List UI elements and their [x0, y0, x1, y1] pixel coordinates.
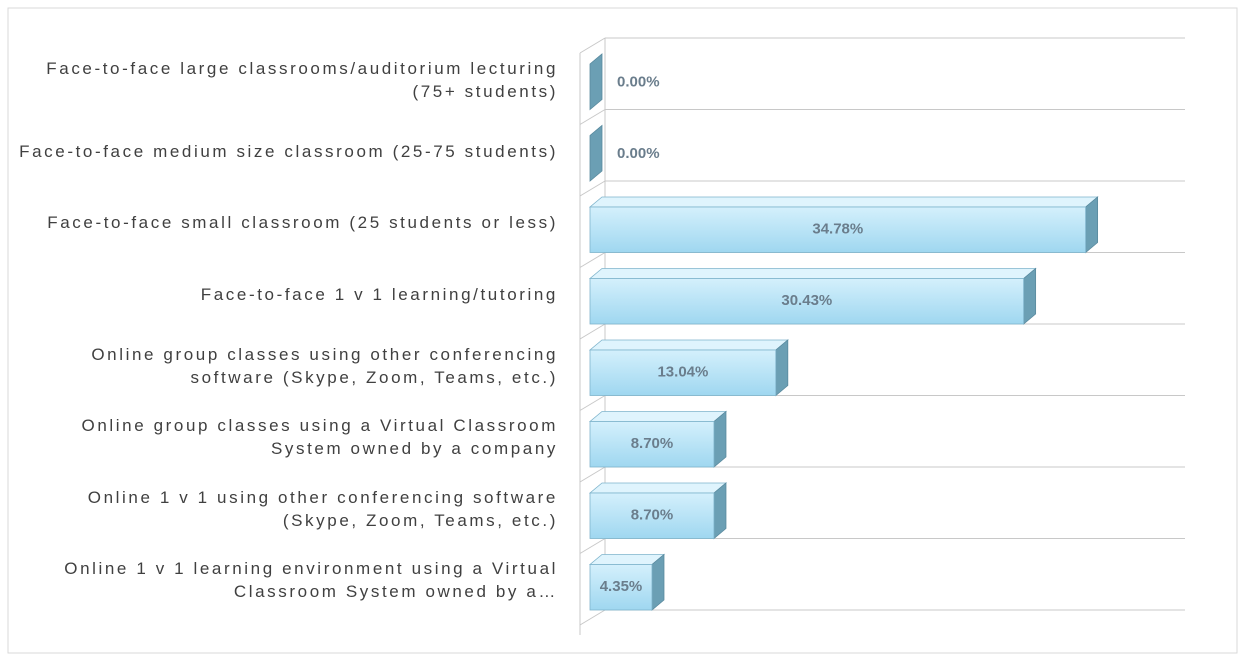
- bar: [589, 53, 603, 111]
- category-label: Online group classes using a Virtual Cla…: [81, 416, 558, 459]
- category-label: Face-to-face medium size classroom (25-7…: [19, 141, 558, 161]
- category-label: Online 1 v 1 using other conferencing so…: [87, 487, 558, 530]
- wall-line: [579, 609, 606, 626]
- bar: [588, 482, 728, 540]
- value-label: 0.00%: [617, 74, 660, 91]
- bar-side: [651, 553, 665, 611]
- bar-top: [588, 411, 728, 422]
- value-label: 8.70%: [631, 435, 674, 452]
- value-label: 34.78%: [812, 221, 863, 238]
- wall-line: [579, 538, 606, 554]
- category-label: Online group classes using other confere…: [91, 344, 558, 387]
- bar-side: [1085, 196, 1099, 254]
- bar-front: [589, 564, 653, 611]
- bar-side: [713, 410, 727, 468]
- bar-front: [589, 278, 1025, 325]
- bar-side: [1023, 267, 1037, 325]
- bar-top: [588, 482, 728, 494]
- bar-side: [713, 482, 727, 540]
- category-label: Face-to-face small classroom (25 student…: [47, 213, 558, 233]
- bar: [588, 267, 1037, 325]
- bar-side: [589, 124, 603, 182]
- category-label: Face-to-face large classrooms/auditorium…: [46, 58, 558, 101]
- wall-line: [579, 180, 606, 197]
- bar: [589, 124, 603, 182]
- wall-line: [579, 323, 606, 340]
- wall-line: [579, 37, 606, 54]
- bar: [588, 410, 728, 468]
- bar-front: [589, 206, 1087, 253]
- bar-side: [589, 53, 603, 111]
- bar: [588, 339, 789, 397]
- wall-line: [579, 466, 606, 483]
- bar-front: [589, 492, 715, 539]
- bar-front: [589, 421, 715, 468]
- wall-line: [579, 252, 606, 268]
- value-label: 13.04%: [657, 364, 708, 381]
- bar-top: [588, 339, 789, 351]
- bar-top: [588, 554, 666, 565]
- category-label: Online 1 v 1 learning environment using …: [64, 559, 558, 602]
- category-label: Face-to-face 1 v 1 learning/tutoring: [200, 284, 558, 304]
- chart-border: [7, 7, 1238, 654]
- bar-top: [588, 196, 1099, 208]
- value-label: 8.70%: [631, 507, 674, 524]
- value-label: 30.43%: [781, 292, 832, 309]
- bar: [588, 196, 1099, 254]
- bar: [588, 553, 666, 611]
- bar-top: [588, 268, 1037, 279]
- wall-line: [579, 109, 606, 125]
- value-label: 0.00%: [617, 145, 660, 162]
- bar-front: [589, 349, 777, 396]
- bar-side: [775, 339, 789, 397]
- value-label: 4.35%: [600, 578, 643, 595]
- wall-line: [579, 395, 606, 411]
